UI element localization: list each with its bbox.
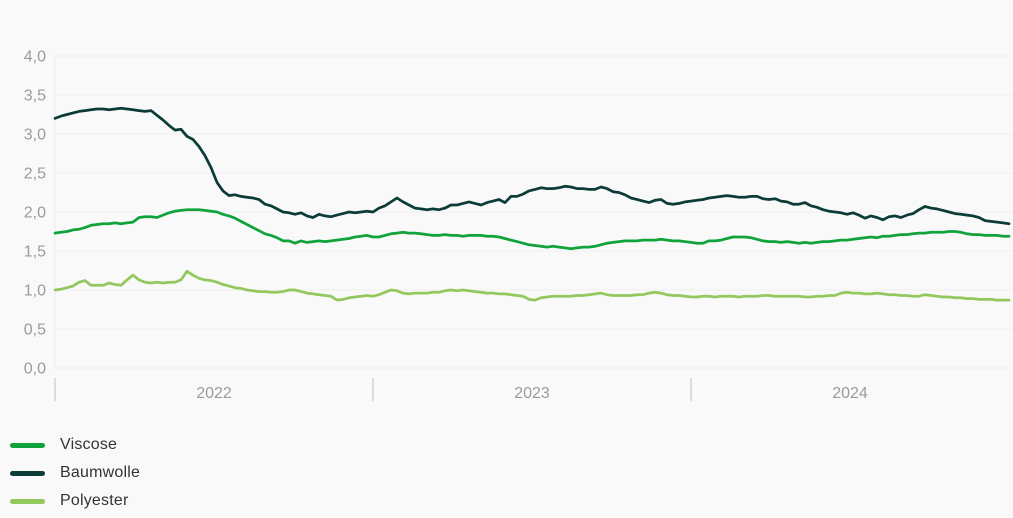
polyester-swatch-icon xyxy=(10,498,45,504)
y-axis-tick-label: 1,5 xyxy=(24,244,46,261)
x-axis-year-label: 2023 xyxy=(514,385,550,402)
y-axis-tick-label: 1,0 xyxy=(24,283,46,300)
series-line-baumwolle xyxy=(53,106,1011,226)
x-axis-year-label: 2022 xyxy=(196,385,232,402)
y-axis-tick-label: 3,0 xyxy=(24,127,46,144)
legend-item-viscose[interactable]: Viscose xyxy=(10,431,140,459)
price-line-chart: 4,0 3,5 3,0 2,5 2,0 1,5 1,0 0,5 0,0 2022 2023 2024 xyxy=(24,49,1013,402)
y-axis-tick-label: 2,5 xyxy=(24,166,46,183)
series-line-polyester xyxy=(53,269,1011,302)
chart-legend: Viscose Baumwolle Polyester xyxy=(10,431,140,515)
legend-item-baumwolle[interactable]: Baumwolle xyxy=(10,459,140,487)
y-axis-tick-label: 2,0 xyxy=(24,205,46,222)
series-line-viscose xyxy=(53,208,1011,251)
y-axis-tick-label: 0,0 xyxy=(24,361,46,378)
y-axis-tick-label: 0,5 xyxy=(24,322,46,339)
viscose-swatch-icon xyxy=(10,442,45,448)
legend-label-baumwolle: Baumwolle xyxy=(60,464,141,481)
legend-label-viscose: Viscose xyxy=(60,436,118,453)
x-axis-year-label: 2024 xyxy=(832,385,868,402)
legend-label-polyester: Polyester xyxy=(60,492,129,509)
y-axis-tick-label: 3,5 xyxy=(24,88,46,105)
y-axis-tick-label: 4,0 xyxy=(24,49,46,66)
baumwolle-swatch-icon xyxy=(10,470,45,476)
legend-item-polyester[interactable]: Polyester xyxy=(10,487,140,515)
